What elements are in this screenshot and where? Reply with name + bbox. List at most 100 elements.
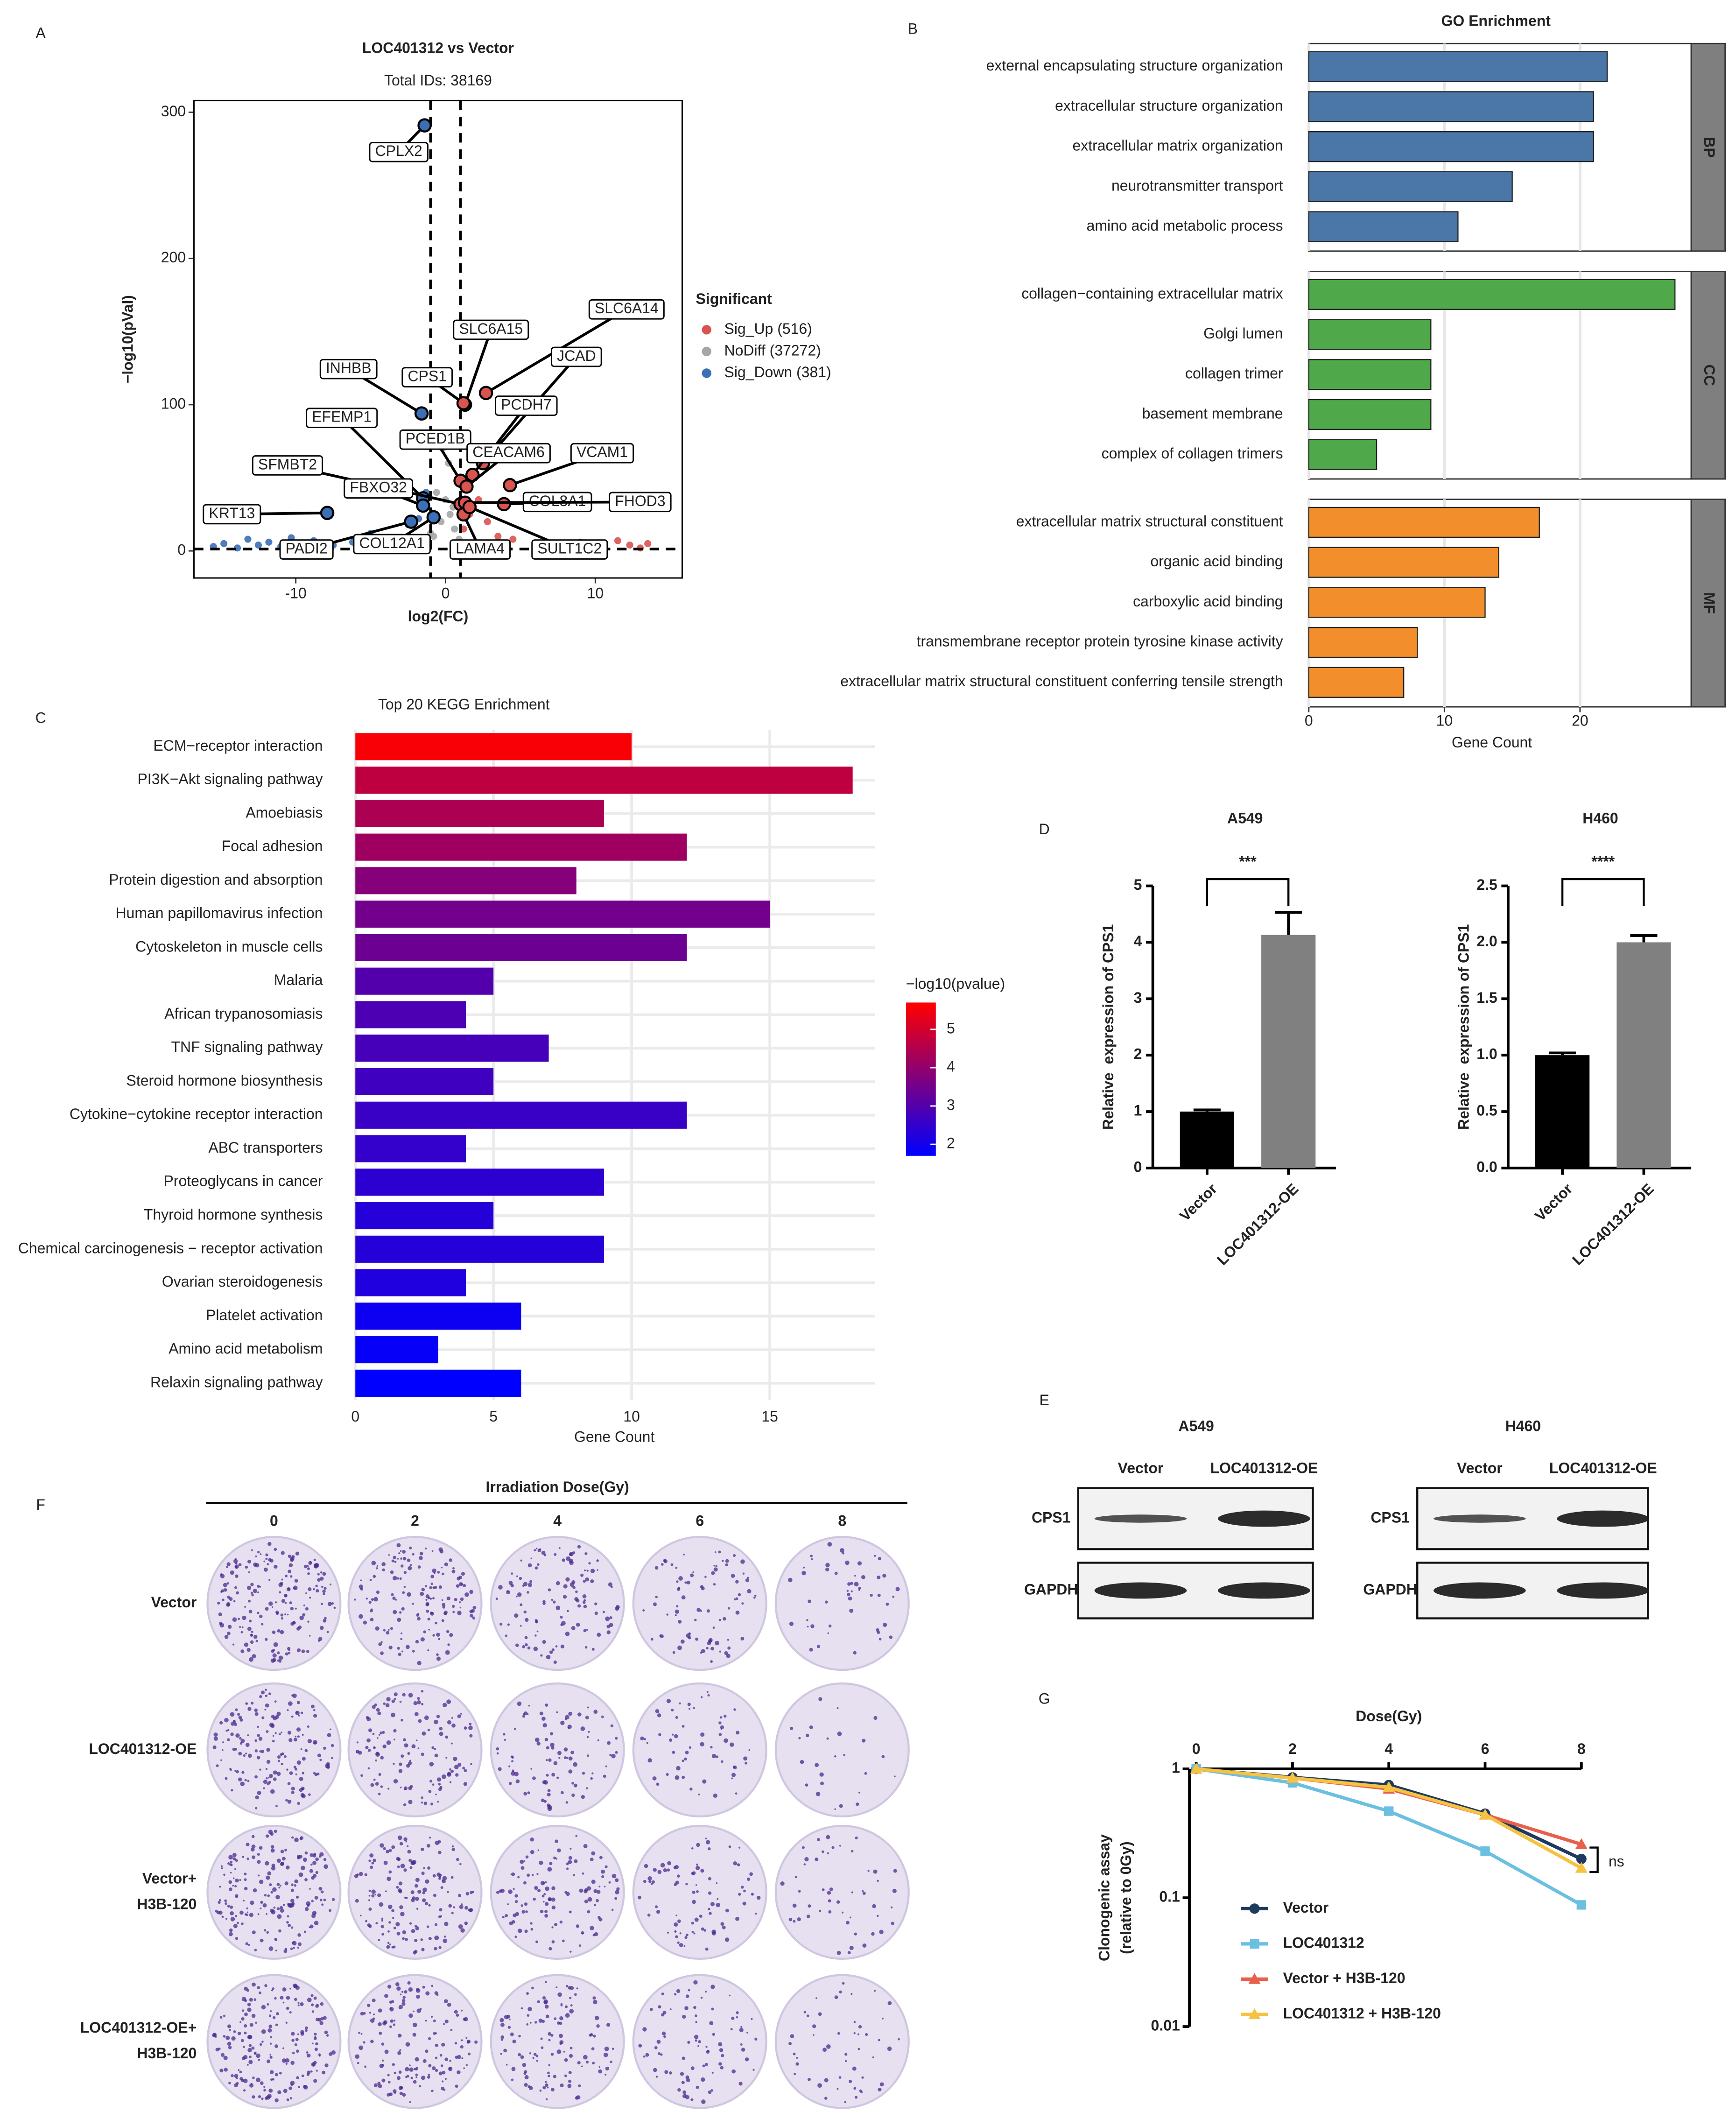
- colony: [442, 1703, 447, 1708]
- colony: [390, 1570, 394, 1574]
- colony: [530, 1928, 534, 1931]
- colony: [245, 1753, 247, 1755]
- category-label: extracellular structure organization: [1055, 97, 1283, 114]
- colony: [695, 2020, 697, 2023]
- row-label: LOC401312-OE: [89, 1740, 197, 1757]
- colony: [262, 1903, 267, 1908]
- colony: [251, 1634, 253, 1636]
- colony: [395, 1982, 400, 1986]
- colony: [269, 1883, 272, 1887]
- category-label: Proteoglycans in cancer: [163, 1173, 323, 1190]
- colony: [411, 1929, 415, 1933]
- colony: [243, 1754, 246, 1757]
- colony: [389, 2000, 393, 2004]
- colony: [278, 1887, 281, 1889]
- colony: [675, 1566, 678, 1569]
- colony: [437, 1571, 440, 1574]
- colony: [220, 2053, 225, 2057]
- colony: [307, 1572, 310, 1575]
- colony: [261, 2041, 264, 2043]
- colony: [584, 1646, 588, 1649]
- colony: [245, 1942, 249, 1945]
- colony: [536, 2060, 538, 2062]
- colony: [615, 1890, 619, 1894]
- colony: [397, 1558, 399, 1560]
- colony: [281, 1551, 285, 1555]
- x-tick-label: 10: [1436, 712, 1453, 729]
- colony: [373, 1597, 378, 1602]
- colony: [434, 1935, 439, 1940]
- colony: [422, 1731, 426, 1736]
- colony: [514, 1613, 519, 1618]
- colony: [246, 1857, 249, 1860]
- colony: [391, 1559, 394, 1563]
- colony: [297, 2002, 300, 2004]
- plate: [206, 1824, 342, 1960]
- colony: [276, 1859, 281, 1863]
- colony: [282, 1987, 287, 1992]
- gene-label-box: [531, 539, 608, 560]
- colony: [598, 1917, 603, 1922]
- x-tick-label: 4: [1385, 1740, 1393, 1757]
- colony: [309, 1561, 312, 1563]
- colony: [222, 1749, 224, 1751]
- colony: [366, 1717, 371, 1722]
- colony: [293, 1984, 298, 1988]
- colony: [440, 2064, 443, 2067]
- colony: [386, 1740, 391, 1745]
- gene-label-box: [399, 429, 471, 450]
- colony: [271, 1866, 276, 1871]
- colony: [587, 1910, 590, 1914]
- colony: [738, 1593, 741, 1597]
- colony: [450, 1876, 454, 1879]
- colony: [546, 1746, 549, 1750]
- colony: [527, 1563, 532, 1568]
- colony: [247, 1626, 252, 1631]
- colony: [252, 1654, 256, 1659]
- colony: [247, 1780, 250, 1782]
- colony: [254, 1749, 258, 1753]
- colony: [736, 2016, 738, 2019]
- colony: [294, 2043, 297, 2046]
- colony: [401, 1991, 404, 1993]
- colony: [532, 2057, 534, 2059]
- colony: [590, 1858, 594, 1861]
- colony: [850, 1590, 853, 1592]
- facet-label: CC: [1701, 365, 1718, 386]
- colony: [464, 1769, 467, 1772]
- colony: [740, 1559, 745, 1564]
- colony: [587, 1706, 589, 1709]
- colony: [708, 1877, 711, 1880]
- colony: [534, 1886, 538, 1890]
- colony: [398, 2070, 402, 2074]
- colony: [433, 2032, 436, 2035]
- colony: [271, 1649, 274, 1653]
- colony: [371, 1598, 374, 1601]
- colony: [288, 1738, 293, 1742]
- colony: [449, 1558, 453, 1562]
- colony: [654, 2046, 658, 2049]
- colony: [279, 1885, 281, 1887]
- colony: [648, 1880, 652, 1883]
- colony: [421, 1948, 425, 1951]
- colony: [432, 1568, 436, 1573]
- colony: [690, 2066, 695, 2070]
- colony: [642, 2027, 647, 2032]
- colony: [305, 1592, 307, 1594]
- plate: [774, 1536, 910, 1671]
- colony: [265, 1694, 268, 1697]
- colony: [239, 1910, 244, 1915]
- colony: [399, 1762, 402, 1766]
- colony: [387, 2074, 390, 2077]
- colony: [569, 2047, 573, 2049]
- colony: [251, 1591, 253, 1594]
- colony: [710, 1902, 715, 1907]
- colony: [259, 1991, 262, 1994]
- colony: [535, 2055, 539, 2057]
- bar: [355, 1336, 438, 1364]
- colony: [589, 2034, 592, 2037]
- colony: [387, 1942, 390, 1944]
- colony: [293, 1738, 297, 1742]
- colony: [386, 1850, 390, 1854]
- colony: [401, 2002, 406, 2006]
